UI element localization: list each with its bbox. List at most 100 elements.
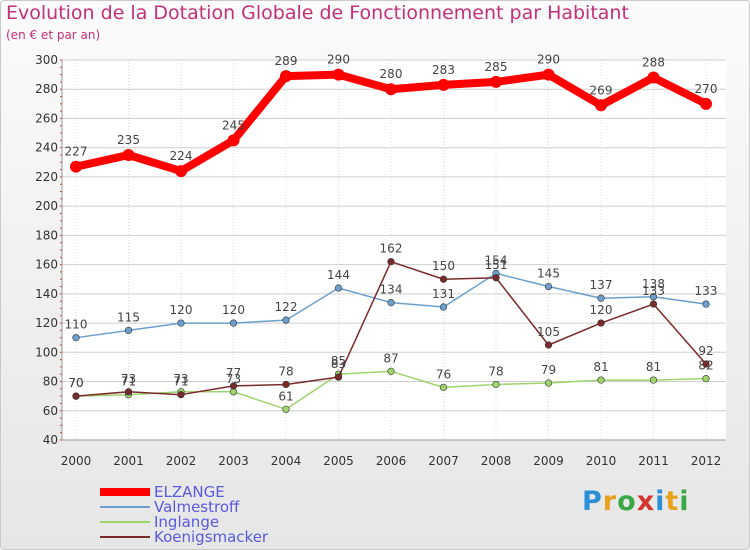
- logo-letter: i: [679, 486, 690, 517]
- data-point: [544, 282, 553, 291]
- logo-letter: i: [655, 486, 666, 517]
- data-label: 71: [121, 375, 136, 389]
- y-minor-tick: [60, 337, 62, 339]
- logo-letter: o: [617, 486, 637, 517]
- y-minor-tick: [60, 373, 62, 375]
- legend-item-valmestroff: Valmestroff: [100, 498, 240, 516]
- data-point: [597, 319, 605, 327]
- y-minor-tick: [60, 154, 62, 156]
- data-label: 290: [327, 53, 350, 67]
- x-tick-label: 2000: [61, 454, 92, 468]
- data-label: 77: [226, 366, 241, 380]
- data-point: [387, 299, 395, 307]
- data-point: [542, 68, 555, 81]
- y-minor-tick: [60, 117, 62, 119]
- y-tick-label: 240: [35, 141, 58, 155]
- y-tick-label: 160: [35, 258, 58, 272]
- data-point: [280, 70, 292, 83]
- data-label: 122: [275, 300, 298, 314]
- logo-letter: r: [602, 486, 618, 517]
- y-minor-tick: [60, 139, 62, 141]
- y-tick-label: 300: [35, 53, 58, 67]
- y-minor-tick: [60, 161, 62, 163]
- data-label: 288: [642, 56, 665, 70]
- y-minor-tick: [60, 125, 62, 127]
- data-label: 133: [642, 284, 665, 298]
- data-label: 70: [68, 376, 83, 390]
- y-minor-tick: [60, 351, 62, 353]
- data-label: 76: [436, 367, 451, 381]
- y-minor-tick: [60, 147, 62, 149]
- y-tick-label: 140: [35, 287, 58, 301]
- chart-title: Evolution de la Dotation Globale de Fonc…: [6, 2, 629, 24]
- y-minor-tick: [60, 307, 62, 309]
- data-point: [492, 380, 500, 389]
- x-tick-label: 2011: [638, 454, 669, 468]
- y-minor-tick: [60, 395, 62, 397]
- data-point: [334, 284, 343, 292]
- data-point: [649, 293, 658, 301]
- data-label: 224: [170, 149, 193, 163]
- y-minor-tick: [60, 81, 62, 83]
- y-minor-tick: [60, 264, 62, 266]
- x-tick-label: 2006: [376, 454, 407, 468]
- y-minor-tick: [60, 256, 62, 258]
- data-point: [490, 75, 502, 88]
- legend-label: Inglange: [154, 513, 219, 531]
- y-minor-tick: [60, 96, 62, 98]
- plot-area: [62, 60, 726, 440]
- y-minor-tick: [60, 220, 62, 222]
- legend-label: ELZANGE: [154, 483, 225, 501]
- y-minor-tick: [60, 176, 62, 178]
- data-label: 92: [698, 344, 713, 358]
- chart-subtitle: (en € et par an): [6, 28, 101, 42]
- data-label: 138: [642, 277, 665, 291]
- data-point: [72, 334, 80, 342]
- legend-item-inglange: Inglange: [100, 513, 219, 531]
- data-label: 134: [380, 283, 403, 297]
- y-minor-tick: [60, 402, 62, 404]
- x-tick-label: 2001: [113, 454, 144, 468]
- y-tick-label: 40: [43, 433, 58, 447]
- data-label: 115: [117, 310, 140, 324]
- y-minor-tick: [60, 183, 62, 185]
- logo-letter: x: [636, 486, 656, 517]
- data-label: 83: [331, 357, 346, 371]
- y-minor-tick: [60, 212, 62, 214]
- data-label: 81: [593, 360, 608, 374]
- data-point: [387, 367, 395, 375]
- y-minor-tick: [60, 271, 62, 273]
- x-tick-label: 2008: [481, 454, 512, 468]
- data-label: 151: [485, 258, 508, 272]
- data-label: 145: [537, 267, 560, 281]
- x-tick-label: 2009: [533, 454, 564, 468]
- data-label: 105: [537, 325, 560, 339]
- y-minor-tick: [60, 278, 62, 280]
- data-label: 285: [485, 60, 508, 74]
- y-minor-tick: [60, 234, 62, 236]
- data-label: 120: [590, 303, 613, 317]
- data-point: [702, 360, 710, 368]
- data-point: [124, 326, 133, 334]
- data-point: [177, 391, 185, 399]
- x-tick-label: 2004: [271, 454, 302, 468]
- series-inglange: 70717373618587767879818182: [68, 351, 714, 413]
- data-label: 87: [383, 351, 398, 365]
- y-minor-tick: [60, 205, 62, 207]
- x-tick-label: 2002: [166, 454, 197, 468]
- data-label: 133: [695, 284, 718, 298]
- data-label: 78: [278, 364, 293, 378]
- y-minor-tick: [60, 410, 62, 412]
- y-minor-tick: [60, 242, 62, 244]
- logo-letter: P: [582, 486, 603, 517]
- data-label: 283: [432, 63, 455, 77]
- data-label: 270: [695, 82, 718, 96]
- data-label: 289: [275, 54, 298, 68]
- data-point: [122, 149, 135, 161]
- y-minor-tick: [60, 417, 62, 419]
- y-minor-tick: [60, 366, 62, 368]
- x-tick-label: 2007: [428, 454, 459, 468]
- data-label: 150: [432, 259, 455, 273]
- data-point: [385, 83, 397, 96]
